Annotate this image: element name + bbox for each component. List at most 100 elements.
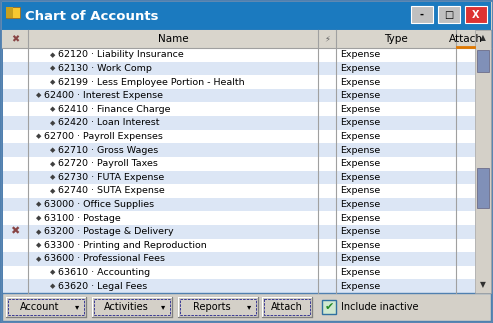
- Text: Chart of Accounts: Chart of Accounts: [25, 9, 159, 23]
- Text: ◆: ◆: [36, 242, 41, 248]
- Bar: [477, 50, 489, 72]
- Bar: [475, 30, 491, 293]
- Text: Expense: Expense: [340, 227, 380, 236]
- Text: ◆: ◆: [36, 202, 41, 208]
- Text: 62710 · Gross Wages: 62710 · Gross Wages: [58, 146, 158, 155]
- Text: ⚡: ⚡: [324, 35, 330, 44]
- Bar: [3, 157, 475, 171]
- Text: Reports: Reports: [193, 302, 231, 312]
- Bar: [6, 7, 13, 18]
- Text: Expense: Expense: [340, 241, 380, 250]
- Bar: [411, 6, 433, 23]
- Text: ◆: ◆: [36, 215, 41, 221]
- Text: Include inactive: Include inactive: [341, 302, 419, 312]
- Text: Expense: Expense: [340, 105, 380, 114]
- Text: ▼: ▼: [480, 280, 486, 289]
- Text: ◆: ◆: [50, 52, 55, 58]
- Text: 63200 · Postage & Delivery: 63200 · Postage & Delivery: [44, 227, 174, 236]
- Text: Type: Type: [384, 34, 408, 44]
- Bar: [3, 211, 475, 225]
- Bar: [178, 297, 258, 317]
- Bar: [2, 30, 491, 48]
- Bar: [264, 299, 310, 315]
- Text: □: □: [444, 10, 454, 20]
- Bar: [438, 6, 460, 23]
- Text: Expense: Expense: [340, 282, 380, 291]
- Bar: [6, 7, 20, 18]
- Text: Account: Account: [20, 302, 60, 312]
- Bar: [3, 48, 475, 62]
- Text: ◆: ◆: [36, 93, 41, 99]
- Text: ◆: ◆: [36, 133, 41, 140]
- Bar: [94, 299, 170, 315]
- Text: Expense: Expense: [340, 200, 380, 209]
- Bar: [3, 75, 475, 89]
- Text: 62730 · FUTA Expense: 62730 · FUTA Expense: [58, 173, 164, 182]
- Bar: [3, 198, 475, 211]
- Text: ◆: ◆: [50, 283, 55, 289]
- Text: 62130 · Work Comp: 62130 · Work Comp: [58, 64, 152, 73]
- Text: ◆: ◆: [36, 256, 41, 262]
- Text: -: -: [420, 10, 424, 20]
- Bar: [2, 30, 491, 293]
- Text: 62120 · Liability Insurance: 62120 · Liability Insurance: [58, 50, 184, 59]
- Text: Expense: Expense: [340, 186, 380, 195]
- Text: ◆: ◆: [50, 106, 55, 112]
- Text: Expense: Expense: [340, 50, 380, 59]
- Bar: [180, 299, 256, 315]
- Bar: [2, 2, 491, 30]
- Text: 62740 · SUTA Expense: 62740 · SUTA Expense: [58, 186, 165, 195]
- Bar: [3, 252, 475, 266]
- Text: ◆: ◆: [50, 79, 55, 85]
- Bar: [92, 297, 172, 317]
- Text: Expense: Expense: [340, 78, 380, 87]
- Bar: [3, 89, 475, 102]
- Bar: [8, 299, 84, 315]
- Bar: [3, 116, 475, 130]
- Text: ◆: ◆: [50, 161, 55, 167]
- Text: 63610 · Accounting: 63610 · Accounting: [58, 268, 150, 277]
- Text: ◆: ◆: [50, 120, 55, 126]
- Text: ◆: ◆: [50, 66, 55, 71]
- Bar: [3, 130, 475, 143]
- Text: ◆: ◆: [50, 174, 55, 180]
- Text: 63000 · Office Supplies: 63000 · Office Supplies: [44, 200, 154, 209]
- Text: Expense: Expense: [340, 255, 380, 264]
- Text: Expense: Expense: [340, 268, 380, 277]
- Text: ✖: ✖: [11, 34, 19, 44]
- Text: Expense: Expense: [340, 159, 380, 168]
- Text: ◆: ◆: [50, 188, 55, 194]
- Text: 63300 · Printing and Reproduction: 63300 · Printing and Reproduction: [44, 241, 207, 250]
- Text: ▾: ▾: [75, 303, 79, 311]
- Text: Expense: Expense: [340, 118, 380, 127]
- Bar: [3, 239, 475, 252]
- Text: Expense: Expense: [340, 132, 380, 141]
- Bar: [3, 62, 475, 75]
- Bar: [262, 297, 312, 317]
- Text: Attach: Attach: [449, 34, 483, 44]
- Bar: [3, 184, 475, 198]
- Text: Expense: Expense: [340, 91, 380, 100]
- Text: Expense: Expense: [340, 214, 380, 223]
- Text: Expense: Expense: [340, 146, 380, 155]
- Bar: [2, 293, 491, 321]
- Text: 62720 · Payroll Taxes: 62720 · Payroll Taxes: [58, 159, 158, 168]
- Text: ▲: ▲: [480, 34, 486, 43]
- Text: ▾: ▾: [161, 303, 165, 311]
- Text: ◆: ◆: [50, 147, 55, 153]
- Text: X: X: [472, 10, 480, 20]
- Bar: [3, 102, 475, 116]
- Text: 63100 · Postage: 63100 · Postage: [44, 214, 121, 223]
- Text: 63600 · Professional Fees: 63600 · Professional Fees: [44, 255, 165, 264]
- Text: ✔: ✔: [324, 302, 334, 312]
- Text: Expense: Expense: [340, 173, 380, 182]
- Text: ✖: ✖: [10, 227, 20, 237]
- Bar: [3, 171, 475, 184]
- Bar: [3, 266, 475, 279]
- Text: 62420 · Loan Interest: 62420 · Loan Interest: [58, 118, 160, 127]
- Text: 62199 · Less Employee Portion - Health: 62199 · Less Employee Portion - Health: [58, 78, 245, 87]
- Bar: [3, 279, 475, 293]
- Text: ◆: ◆: [50, 270, 55, 276]
- Text: 62400 · Interest Expense: 62400 · Interest Expense: [44, 91, 163, 100]
- Bar: [6, 297, 86, 317]
